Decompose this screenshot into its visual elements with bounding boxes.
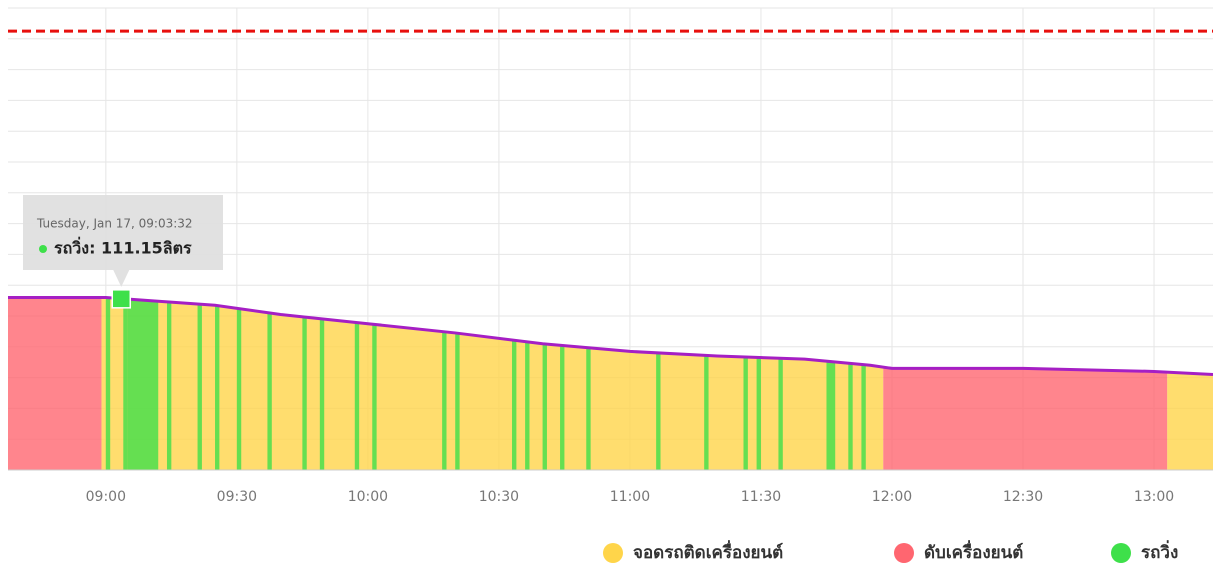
x-tick-label: 12:00 [872, 489, 912, 505]
x-tick-label: 11:00 [610, 489, 650, 505]
tooltip-date: Tuesday, Jan 17, 09:03:32 [36, 217, 193, 231]
status-segment [586, 297, 591, 470]
legend-label: รถวิ่ง [1141, 540, 1178, 563]
status-segment [883, 297, 1168, 470]
status-segment [848, 297, 853, 470]
legend-marker [894, 543, 914, 563]
x-tick-label: 10:30 [479, 489, 519, 505]
status-segment [166, 297, 172, 470]
x-tick-label: 13:00 [1134, 489, 1174, 505]
fuel-line [8, 296, 1213, 377]
x-tick-label: 10:00 [348, 489, 388, 505]
status-segment [236, 297, 242, 470]
status-segment [704, 297, 709, 470]
status-segment [826, 297, 836, 470]
legend-marker [603, 543, 623, 563]
status-segment [354, 297, 360, 470]
status-segment [127, 297, 159, 470]
x-tick-label: 09:00 [86, 489, 126, 505]
hover-marker [111, 289, 132, 309]
status-segment [656, 297, 661, 470]
status-segment [512, 297, 517, 470]
status-segment [123, 297, 128, 470]
status-segment [861, 297, 866, 470]
tooltip-box [23, 195, 223, 287]
legend-label: ดับเครื่องยนต์ [924, 540, 1023, 563]
status-segment [302, 297, 307, 470]
status-segment [372, 297, 377, 470]
status-segment [756, 297, 761, 470]
tooltip-label: รถวิ่ง: 111.15ลิตร [54, 237, 192, 258]
x-tick-label: 09:30 [217, 489, 257, 505]
status-segment [1167, 297, 1213, 470]
legend-label: จอดรถติดเครื่องยนต์ [633, 540, 783, 563]
status-segment [455, 297, 460, 470]
tooltip-dot [39, 245, 47, 253]
status-segment [542, 297, 547, 470]
overlay: 09:00 09:30 10:00 10:30 11:00 11:30 12:00 12:30… [8, 29, 1213, 563]
status-segment [560, 297, 565, 470]
tooltip: Tuesday, Jan 17, 09:03:32 รถวิ่ง: 111.15ล… [23, 195, 223, 287]
status-segment [743, 297, 748, 470]
x-tick-label: 12:30 [1003, 489, 1043, 505]
status-segment [319, 297, 325, 470]
status-segment [525, 297, 530, 470]
legend-marker [1111, 543, 1131, 563]
status-segment [442, 297, 447, 470]
status-segment [267, 297, 272, 470]
x-tick-label: 11:30 [741, 489, 781, 505]
status-segment [197, 297, 202, 470]
status-segment [8, 297, 102, 470]
status-segment [215, 297, 220, 470]
status-segment [778, 297, 783, 470]
status-segment [105, 297, 111, 470]
